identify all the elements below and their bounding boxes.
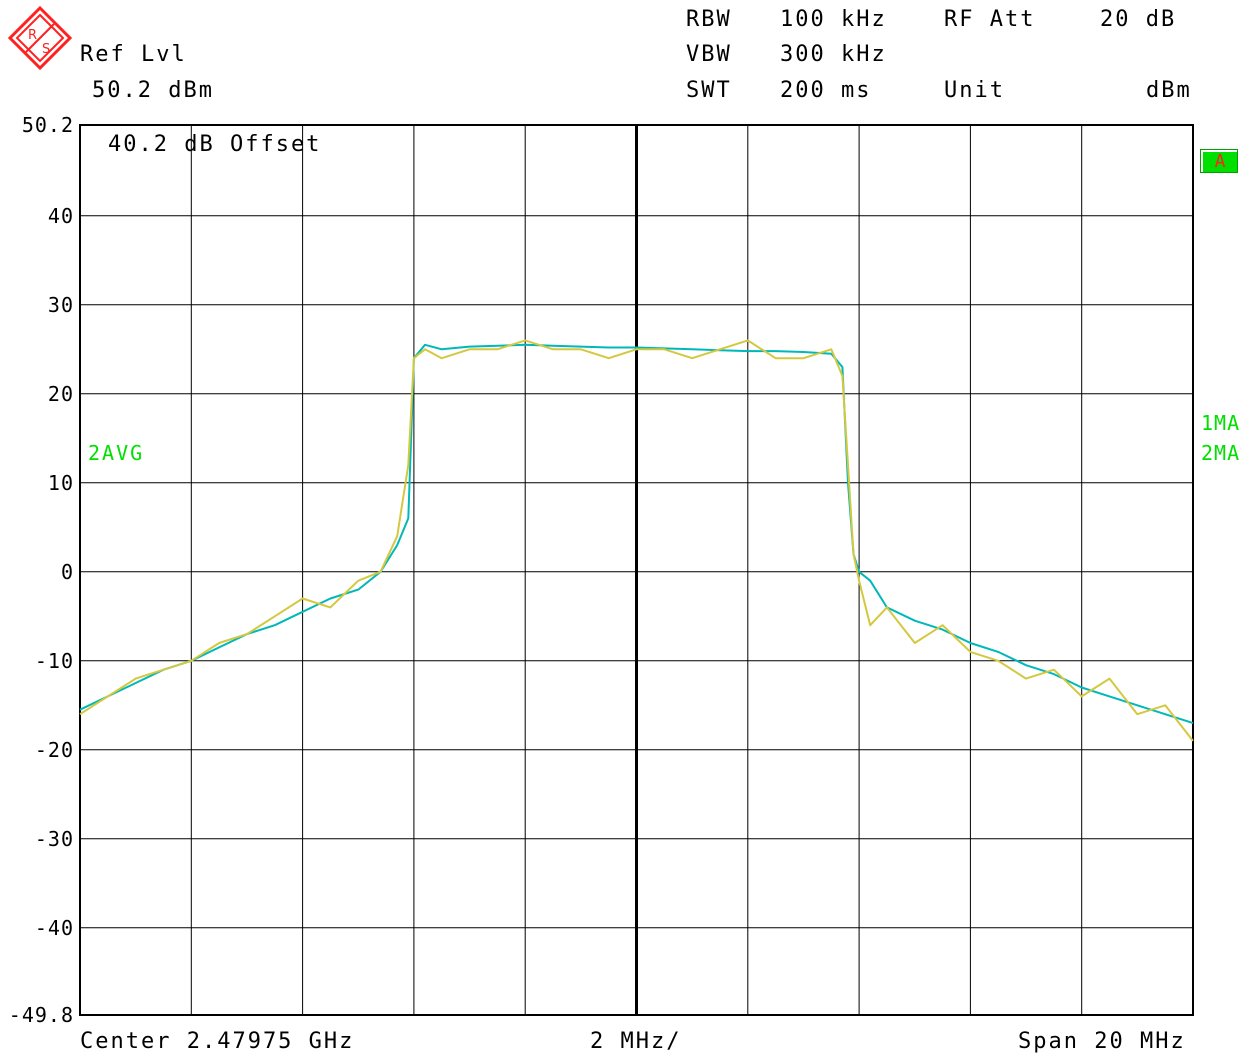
rohde-schwarz-logo-icon: R S bbox=[8, 6, 72, 70]
trace-label-left: 2AVG bbox=[88, 441, 145, 465]
ref-level-value: 50.2 dBm bbox=[92, 78, 214, 103]
rbw-label: RBW bbox=[686, 7, 732, 32]
ref-level-label: Ref Lvl bbox=[80, 42, 187, 67]
center-frequency: Center 2.47975 GHz bbox=[80, 1029, 355, 1054]
y-tick-label: 40 bbox=[47, 203, 74, 228]
svg-text:S: S bbox=[42, 42, 50, 57]
y-tick-label: -20 bbox=[34, 737, 74, 762]
trace-label-right-1: 1MA bbox=[1201, 411, 1241, 435]
rf-att-label: RF Att bbox=[944, 7, 1036, 32]
vbw-label: VBW bbox=[686, 42, 732, 67]
y-tick-label: 30 bbox=[47, 292, 74, 317]
y-tick-label: -10 bbox=[34, 648, 74, 673]
rf-att-value: 20 dB bbox=[1100, 7, 1177, 32]
svg-text:R: R bbox=[28, 28, 37, 43]
vbw-value: 300 kHz bbox=[780, 42, 887, 67]
trace-badge[interactable]: A bbox=[1203, 152, 1237, 172]
swt-label: SWT bbox=[686, 78, 732, 103]
frequency-per-division: 2 MHz/ bbox=[590, 1029, 682, 1054]
unit-value: dBm bbox=[1146, 78, 1192, 103]
rbw-value: 100 kHz bbox=[780, 7, 887, 32]
y-tick-label: -30 bbox=[34, 826, 74, 851]
offset-note: 40.2 dB Offset bbox=[108, 132, 322, 157]
trace-label-right-2: 2MA bbox=[1201, 441, 1241, 465]
trace-1ma bbox=[79, 339, 1194, 742]
y-tick-label: 0 bbox=[60, 559, 74, 584]
trace-2ma bbox=[79, 343, 1194, 725]
y-tick-label: 10 bbox=[47, 470, 74, 495]
y-tick-label: -49.8 bbox=[8, 1003, 74, 1027]
y-tick-label: 50.2 bbox=[21, 113, 74, 137]
badge-frame bbox=[1200, 149, 1238, 173]
plot-traces bbox=[79, 339, 1194, 742]
y-tick-label: -40 bbox=[34, 915, 74, 940]
swt-value: 200 ms bbox=[780, 78, 872, 103]
frequency-span: Span 20 MHz bbox=[1018, 1029, 1186, 1054]
plot-grid bbox=[79, 124, 1194, 1016]
unit-label: Unit bbox=[944, 78, 1005, 103]
y-tick-label: 20 bbox=[47, 381, 74, 406]
